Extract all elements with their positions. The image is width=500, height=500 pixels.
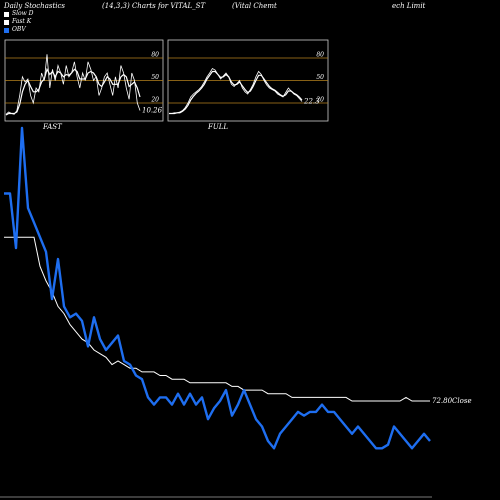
legend-label: Slow D (12, 10, 34, 17)
legend-label: OBV (12, 26, 26, 33)
legend-swatch (4, 27, 9, 33)
legend: Slow D Fast K OBV (4, 10, 34, 34)
full-series-fast-k (169, 67, 303, 114)
full-panel-title: FULL (207, 123, 228, 131)
full-tick-label: 80 (316, 52, 324, 59)
fast-panel-title: FAST (42, 123, 63, 131)
close-price-line (4, 236, 430, 402)
chart-header-left: Daily Stochastics (4, 2, 66, 10)
chart-header-title: (14,3,3) Charts for VITAL_ST (102, 2, 206, 10)
legend-label: Fast K (12, 18, 32, 25)
full-series-slow-d (169, 70, 303, 115)
chart-header-company-cont: ech Limit (392, 2, 426, 10)
close-value-label: 72.80Close (432, 397, 472, 405)
obv-line (4, 126, 431, 450)
fast-series-slow-d (5, 67, 141, 116)
legend-swatch (4, 11, 9, 17)
full-tick-label: 20 (315, 97, 324, 104)
fast-tick-label: 20 (150, 97, 159, 104)
full-tick-label: 50 (316, 74, 324, 81)
fast-last-value-label: 10.26 (142, 107, 163, 115)
fast-tick-label: 80 (151, 52, 159, 59)
legend-item-obv: OBV (4, 26, 34, 34)
legend-swatch (4, 19, 9, 25)
fast-series-fast-k (5, 54, 141, 115)
chart-header-company: (Vital Chemt (232, 2, 277, 10)
full-last-value-label: 22.3 (303, 98, 320, 106)
legend-item-fast-k: Fast K (4, 18, 34, 26)
legend-item-slow-d: Slow D (4, 10, 34, 18)
fast-tick-label: 50 (151, 74, 159, 81)
